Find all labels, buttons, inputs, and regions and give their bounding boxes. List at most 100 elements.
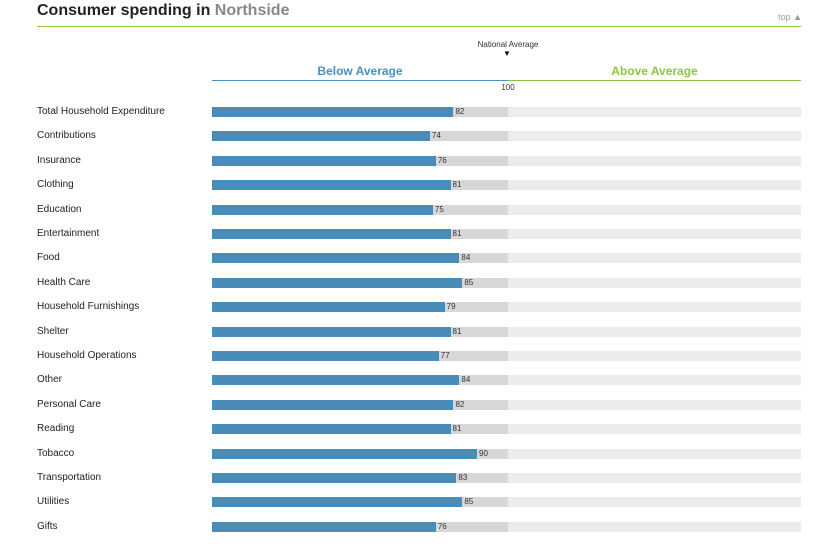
category-label: Health Care	[37, 276, 91, 288]
value-bar	[212, 473, 457, 483]
value-bar	[212, 424, 451, 435]
above-average-track	[508, 155, 801, 166]
value-bar	[212, 351, 439, 361]
chart-row: Reading 81	[0, 423, 820, 447]
value-bar	[212, 521, 436, 532]
above-average-track	[508, 351, 801, 361]
category-label: Shelter	[37, 325, 69, 337]
value-bar	[212, 497, 463, 508]
value-bar	[212, 229, 451, 239]
above-average-track	[508, 473, 801, 483]
value-bar	[212, 399, 454, 410]
national-average-label: National Average	[477, 40, 539, 49]
value-label: 79	[446, 302, 456, 312]
chart-row: Household Operations 77	[0, 350, 820, 374]
category-label: Other	[37, 374, 63, 386]
category-label: Food	[37, 252, 60, 264]
value-label: 81	[452, 229, 462, 238]
value-bar	[212, 448, 478, 459]
value-label: 81	[452, 326, 462, 336]
above-average-track	[508, 399, 801, 410]
national-average-marker-icon: ▼	[503, 49, 511, 58]
value-bar	[212, 180, 451, 191]
category-label: Insurance	[37, 154, 81, 166]
below-average-divider	[212, 80, 508, 81]
above-average-track	[508, 375, 801, 386]
above-average-track	[508, 107, 801, 117]
above-average-track	[508, 424, 801, 435]
category-label: Reading	[37, 423, 75, 435]
value-label: 84	[461, 253, 471, 263]
above-average-divider	[508, 80, 801, 81]
value-label: 81	[452, 424, 462, 434]
category-label: Total Household Expenditure	[37, 106, 165, 117]
chart-row: Food 84	[0, 252, 820, 276]
chart-row: Personal Care 82	[0, 399, 820, 423]
above-average-track	[508, 180, 801, 191]
chart-row: Gifts 76	[0, 521, 820, 545]
value-bar	[212, 131, 430, 142]
category-label: Utilities	[37, 496, 70, 508]
value-label: 83	[458, 473, 468, 482]
category-label: Clothing	[37, 179, 74, 191]
value-label: 85	[464, 277, 474, 287]
page-title: Consumer spending in Northside	[37, 2, 289, 20]
above-average-track	[508, 131, 801, 142]
above-average-track	[508, 229, 801, 239]
value-label: 76	[437, 521, 447, 531]
value-label: 84	[461, 375, 471, 385]
above-average-label: Above Average	[611, 64, 698, 78]
value-bar	[212, 326, 451, 337]
value-label: 82	[455, 399, 465, 409]
center-tick-label: 100	[501, 83, 515, 92]
chart-row: Entertainment 81	[0, 228, 820, 252]
chart-row: Shelter 81	[0, 326, 820, 350]
category-label: Entertainment	[37, 228, 100, 239]
value-label: 77	[440, 351, 450, 360]
above-average-track	[508, 497, 801, 508]
category-label: Household Operations	[37, 350, 137, 361]
chart-row: Education 75	[0, 204, 820, 228]
value-bar	[212, 277, 463, 288]
title-prefix: Consumer spending in	[37, 2, 211, 19]
category-label: Tobacco	[37, 447, 75, 459]
value-bar	[212, 107, 454, 117]
value-label: 90	[479, 448, 488, 458]
category-label: Household Furnishings	[37, 301, 140, 313]
category-label: Transportation	[37, 472, 102, 483]
title-place: Northside	[214, 2, 290, 19]
chart-row: Insurance 76	[0, 155, 820, 179]
value-bar	[212, 253, 460, 264]
above-average-track	[508, 253, 801, 264]
value-label: 76	[437, 155, 447, 165]
title-divider	[37, 26, 801, 27]
value-label: 85	[464, 497, 474, 507]
category-label: Education	[37, 203, 82, 215]
chart-row: Transportation 83	[0, 472, 820, 496]
above-average-track	[508, 302, 801, 313]
above-average-track	[508, 521, 801, 532]
value-bar	[212, 155, 436, 166]
chart-row: Household Furnishings 79	[0, 301, 820, 325]
below-average-label: Below Average	[317, 64, 403, 78]
above-average-track	[508, 277, 801, 288]
chart-row: Tobacco 90	[0, 448, 820, 472]
chart-row: Health Care 85	[0, 277, 820, 301]
value-label: 75	[434, 204, 444, 214]
value-bar	[212, 204, 433, 215]
value-bar	[212, 375, 460, 386]
value-label: 82	[455, 107, 465, 116]
chart-row: Clothing 81	[0, 179, 820, 203]
above-average-track	[508, 204, 801, 215]
category-label: Personal Care	[37, 398, 101, 410]
above-average-track	[508, 326, 801, 337]
chart-row: Total Household Expenditure 82	[0, 106, 820, 130]
value-bar	[212, 302, 445, 313]
category-label: Gifts	[37, 520, 58, 532]
value-label: 74	[431, 131, 441, 141]
chart-row: Contributions 74	[0, 130, 820, 154]
category-label: Contributions	[37, 130, 96, 142]
top-link[interactable]: top ▲	[778, 12, 802, 22]
chart-row: Utilities 85	[0, 496, 820, 520]
above-average-track	[508, 448, 801, 459]
